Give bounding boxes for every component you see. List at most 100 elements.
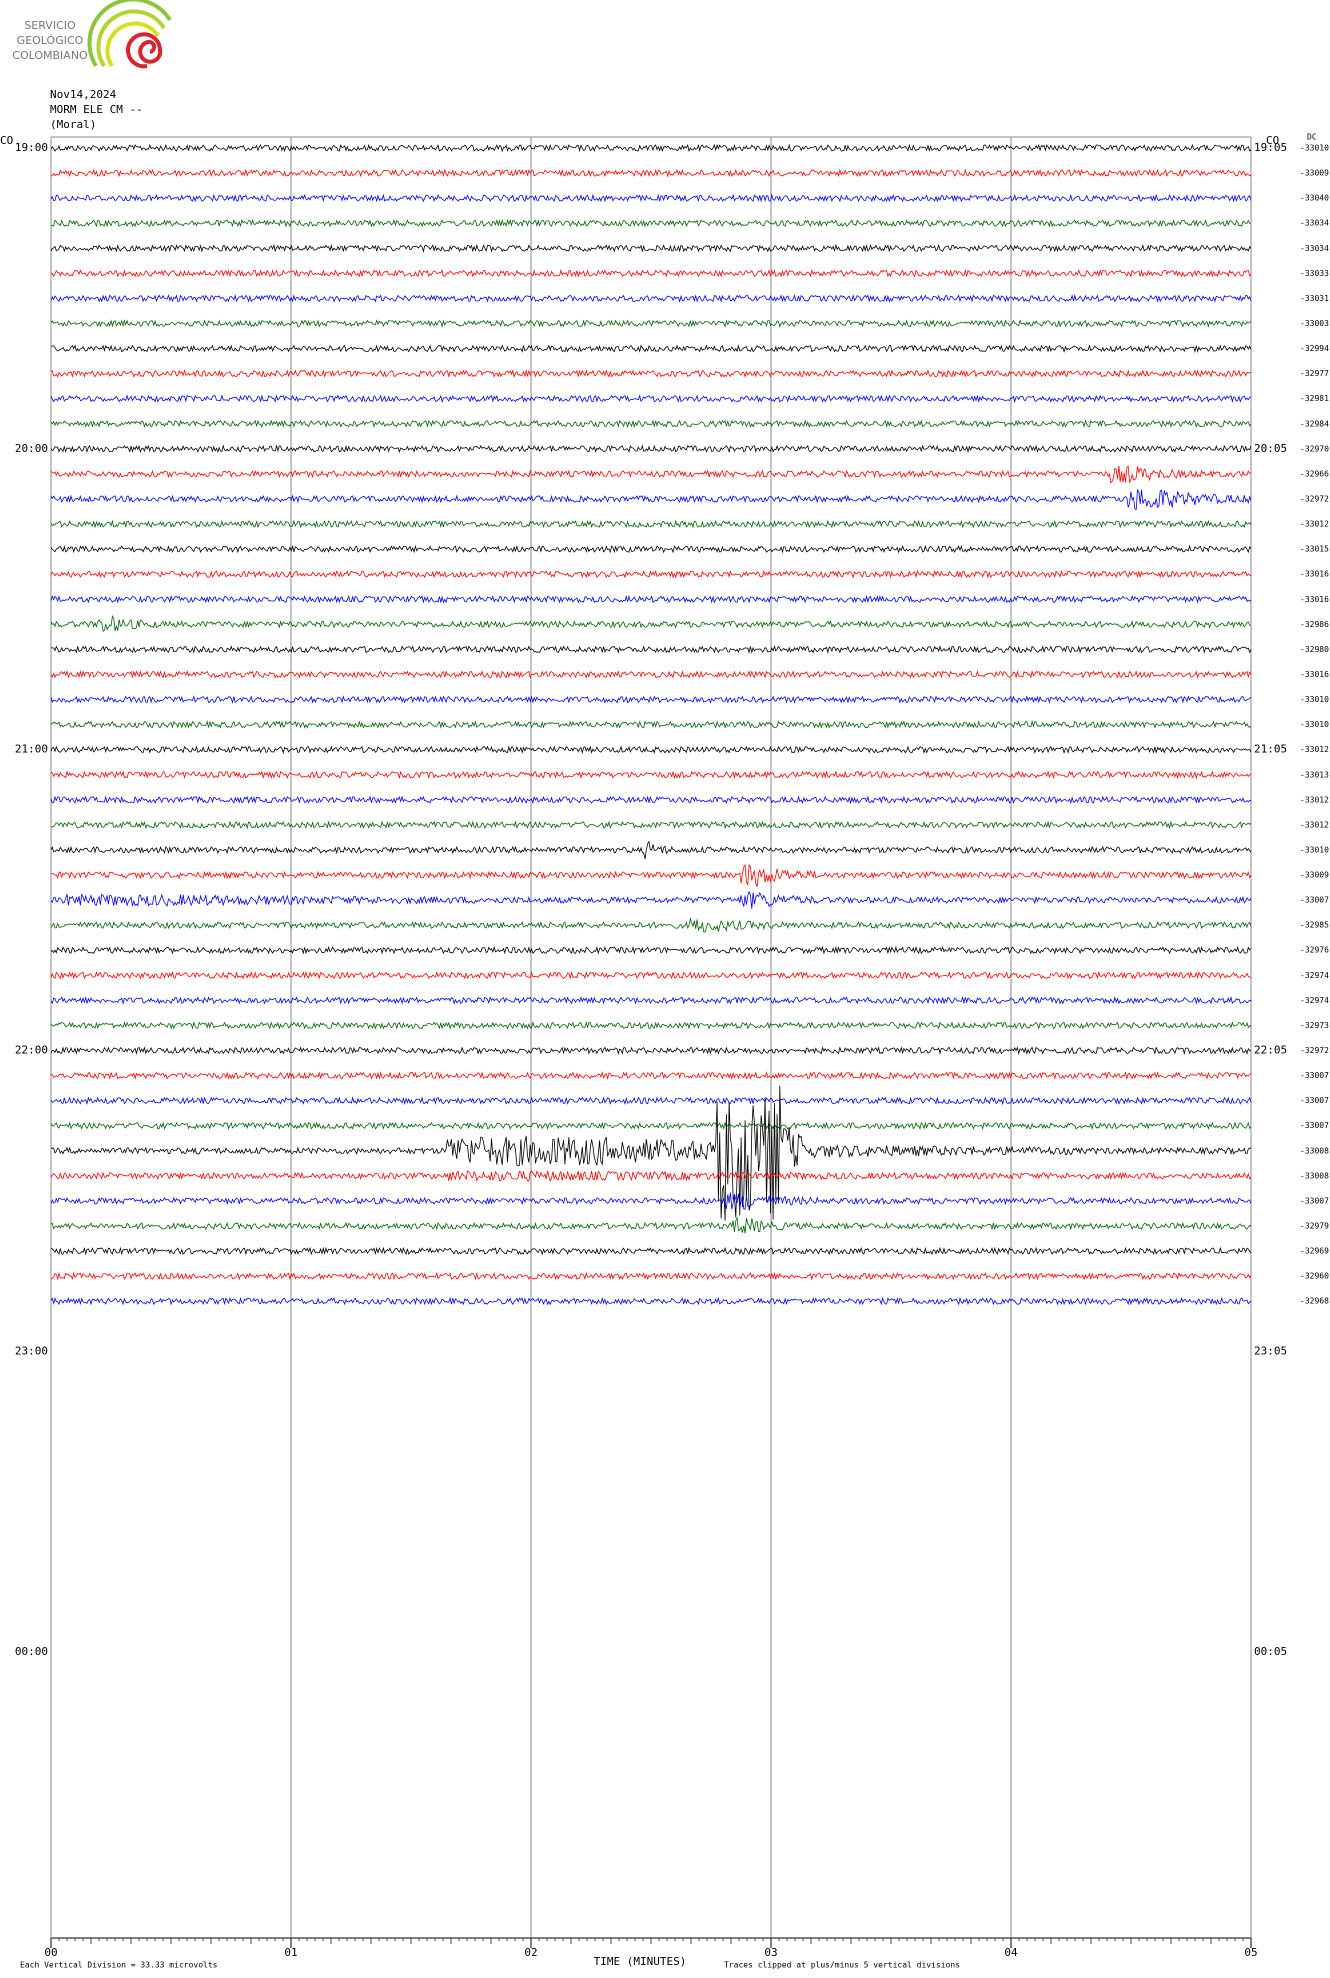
trace (50, 1246, 1252, 1256)
dc-offset: -33016 (1300, 670, 1329, 679)
dc-offset: -33007 (1300, 896, 1329, 905)
x-tick-label: 02 (524, 1946, 537, 1959)
dc-offset: -32981 (1300, 394, 1329, 403)
minor-ticks (50, 1938, 1252, 1944)
clip-note: Traces clipped at plus/minus 5 vertical … (724, 1961, 960, 1970)
trace (50, 369, 1252, 379)
dc-offset: -33010 (1300, 845, 1329, 854)
dc-offset: -33008 (1300, 1146, 1329, 1155)
logo-arc (87, 0, 172, 68)
dc-offset: -33009 (1300, 169, 1329, 178)
station: MORM ELE CM -- (50, 103, 143, 116)
dc-offset: -33007 (1300, 1196, 1329, 1205)
dc-offset: -33010 (1300, 144, 1329, 153)
trace (50, 995, 1252, 1005)
corner-label: CO (0, 134, 13, 147)
trace (50, 840, 1252, 859)
trace (50, 1296, 1252, 1306)
trace (50, 488, 1252, 511)
trace (50, 168, 1252, 178)
trace (50, 594, 1252, 604)
time-label: 21:05 (1254, 743, 1287, 756)
trace (50, 770, 1252, 780)
time-label: 22:05 (1254, 1044, 1287, 1057)
trace (50, 1192, 1252, 1210)
dc-offset: -32970 (1300, 444, 1329, 453)
dc-offset: -33007 (1300, 1096, 1329, 1105)
dc-offset: -32984 (1300, 419, 1329, 428)
dc-offset: -32972 (1300, 494, 1329, 503)
dc-offset: -32980 (1300, 645, 1329, 654)
trace (50, 319, 1252, 328)
trace (50, 945, 1252, 955)
x-tick-label: 05 (1244, 1946, 1257, 1959)
trace (50, 820, 1252, 830)
trace (50, 268, 1252, 278)
time-label: 21:00 (15, 743, 48, 756)
trace (50, 890, 1252, 909)
trace (50, 695, 1252, 704)
dc-offset: -33034 (1300, 244, 1329, 253)
dc-offset: -33003 (1300, 319, 1329, 328)
logo-text: GEOLÓGICO (17, 34, 84, 47)
dc-offset: -32972 (1300, 1046, 1329, 1055)
trace (50, 1271, 1252, 1281)
dc-offset: -33016 (1300, 570, 1329, 579)
dc-offset: -32966 (1300, 469, 1329, 478)
corner-label: CO (1266, 134, 1279, 147)
dc-offset: -32985 (1300, 921, 1329, 930)
logo-arc (96, 9, 166, 68)
x-tick-label: 00 (44, 1946, 57, 1959)
trace (50, 444, 1252, 454)
trace (50, 569, 1252, 579)
dc-offset: -33033 (1300, 269, 1329, 278)
time-label: 00:05 (1254, 1645, 1287, 1658)
dc-offset: -33007 (1300, 1071, 1329, 1080)
trace (50, 294, 1252, 303)
site: (Moral) (50, 118, 96, 131)
time-label: 00:00 (15, 1645, 48, 1658)
trace (50, 614, 1252, 632)
time-label: 20:05 (1254, 442, 1287, 455)
logo: SERVICIO GEOLÓGICO COLOMBIANO (12, 0, 172, 69)
trace (50, 1169, 1252, 1183)
dc-offset: -33010 (1300, 720, 1329, 729)
trace (50, 243, 1252, 253)
trace (50, 670, 1252, 679)
logo-spiral (126, 32, 163, 69)
trace (50, 1121, 1252, 1131)
trace (50, 795, 1252, 805)
trace (50, 419, 1252, 429)
time-label: 19:00 (15, 141, 48, 154)
dc-offset: -33012 (1300, 795, 1329, 804)
dc-offset: -32974 (1300, 996, 1329, 1005)
dc-offset: -33009 (1300, 871, 1329, 880)
dc-offset: -33008 (1300, 1171, 1329, 1180)
dc-offset: -32969 (1300, 1247, 1329, 1256)
trace (50, 745, 1252, 755)
trace (50, 1216, 1252, 1234)
trace (50, 1020, 1252, 1030)
trace (50, 218, 1252, 228)
dc-offset: -33012 (1300, 820, 1329, 829)
trace (51, 863, 1252, 887)
trace (50, 394, 1252, 404)
logo-text: COLOMBIANO (12, 49, 88, 62)
dc-offset: -33013 (1300, 770, 1329, 779)
time-label: 19:05 (1254, 141, 1287, 154)
time-label: 22:00 (15, 1044, 48, 1057)
trace (50, 143, 1252, 153)
trace (50, 519, 1252, 529)
time-label: 20:00 (15, 442, 48, 455)
date: Nov14,2024 (50, 88, 117, 101)
trace (50, 917, 1252, 933)
time-label: 23:00 (15, 1344, 48, 1357)
dc-offset: -33015 (1300, 545, 1329, 554)
dc-offset: -33031 (1300, 294, 1329, 303)
dc-offset: -32974 (1300, 971, 1329, 980)
dc-offset: -33012 (1300, 745, 1329, 754)
dc-offset: -32994 (1300, 344, 1329, 353)
dc-offset: -33040 (1300, 194, 1329, 203)
dc-offset: -33012 (1300, 520, 1329, 529)
